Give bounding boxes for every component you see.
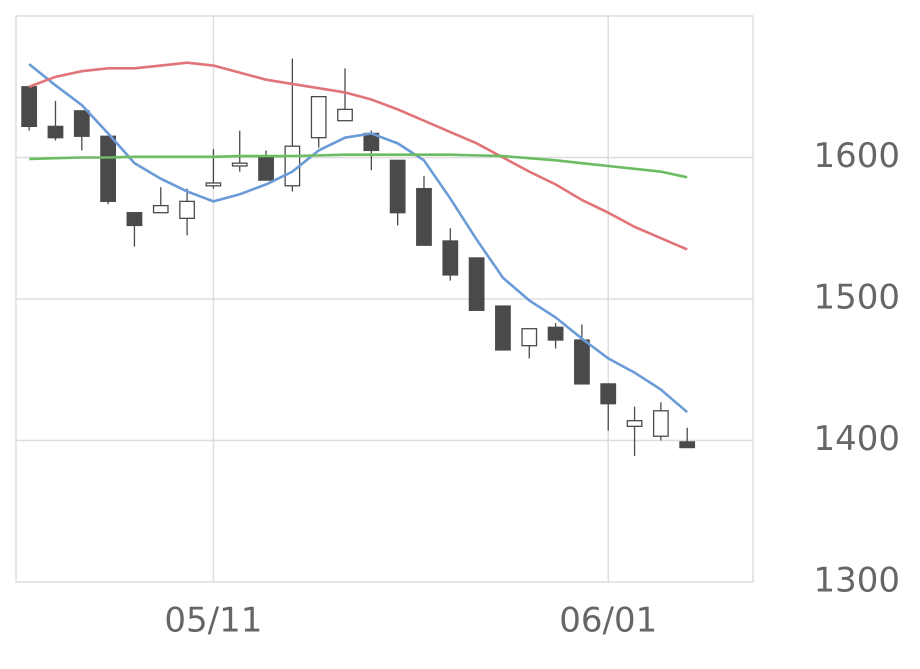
candle-body (389, 159, 406, 214)
candle-body (152, 204, 169, 214)
candle-body (258, 156, 274, 181)
candle-body (574, 339, 590, 385)
candle-body (205, 182, 222, 187)
candle-body (442, 240, 459, 276)
candle-body (468, 257, 485, 311)
moving-average-line (28, 61, 688, 251)
moving-average-line (29, 153, 688, 179)
candle-body (495, 305, 511, 351)
candle-body (100, 135, 117, 203)
candle-body (21, 86, 38, 128)
candle-body (231, 162, 248, 167)
candle-body (600, 383, 617, 405)
x-tick-label: 05/11 (164, 601, 262, 641)
candle-body (47, 125, 64, 139)
candle-body (416, 187, 432, 246)
candle-body (652, 410, 669, 437)
candle-body (179, 200, 195, 219)
candle-body (337, 108, 353, 122)
x-tick-label: 06/01 (559, 601, 657, 641)
y-tick-label: 1500 (813, 278, 900, 318)
candle-body (310, 96, 327, 139)
candle-body (626, 420, 643, 428)
candle-body (521, 328, 538, 347)
candle-body (126, 212, 143, 227)
y-tick-label: 1400 (813, 419, 900, 459)
y-tick-label: 1600 (813, 136, 900, 176)
y-tick-label: 1300 (813, 561, 900, 601)
candle-body (547, 326, 564, 341)
candle-body (679, 441, 696, 449)
moving-average-line (28, 63, 689, 414)
candle-body (73, 110, 90, 137)
